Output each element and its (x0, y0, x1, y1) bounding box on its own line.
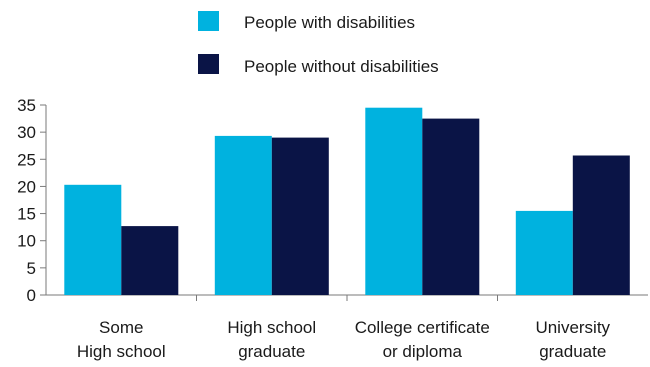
bar-with-disabilities (64, 184, 122, 295)
x-category-label: University graduate (535, 318, 610, 361)
x-category-label-line: University (535, 318, 610, 337)
x-category-label-line: High school (77, 342, 166, 361)
bar-with-disabilities (214, 135, 272, 295)
x-category-label-line: graduate (238, 342, 305, 361)
x-category-label-line: High school (227, 318, 316, 337)
bar-without-disabilities (572, 155, 630, 295)
bar-without-disabilities (121, 226, 179, 295)
x-category-label-line: Some (99, 318, 143, 337)
legend-label-with-disabilities: People with disabilities (244, 13, 415, 32)
y-tick-label: 35 (17, 96, 36, 115)
x-category-label-line: College certificate (355, 318, 490, 337)
legend-swatch-with-disabilities (198, 11, 219, 31)
x-category-label-line: or diploma (383, 342, 463, 361)
legend: People with disabilities People without … (198, 11, 439, 76)
x-category-label-line: graduate (539, 342, 606, 361)
y-tick-label: 25 (17, 150, 36, 169)
y-tick-label: 30 (17, 123, 36, 142)
y-tick-label: 15 (17, 205, 36, 224)
bar-with-disabilities (365, 107, 423, 295)
bar-without-disabilities (422, 118, 480, 295)
legend-swatch-without-disabilities (198, 54, 219, 74)
bar-with-disabilities (515, 210, 573, 295)
bar-without-disabilities (271, 137, 329, 295)
y-tick-label: 5 (27, 259, 36, 278)
legend-label-without-disabilities: People without disabilities (244, 57, 439, 76)
y-tick-label: 10 (17, 232, 36, 251)
x-category-label: Some High school (77, 318, 166, 361)
y-tick-label: 0 (27, 286, 36, 305)
y-tick-label: 20 (17, 177, 36, 196)
x-category-label: College certificate or diploma (355, 318, 490, 361)
x-category-label: High school graduate (227, 318, 316, 361)
